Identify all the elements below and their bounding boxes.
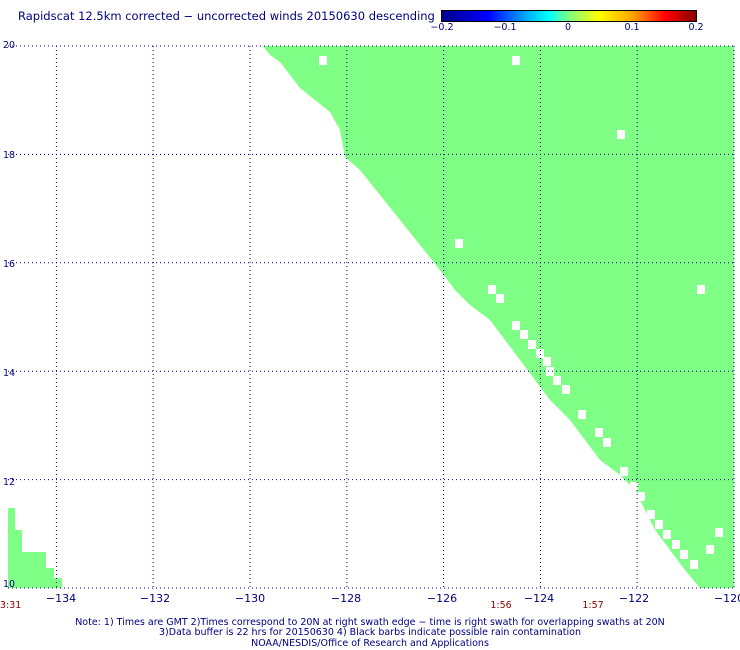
missing-cell: [630, 482, 638, 491]
time-label: 1:56: [490, 600, 512, 611]
missing-cell: [603, 438, 611, 447]
lat-label-12: 12: [3, 477, 16, 488]
missing-cell: [512, 56, 520, 65]
missing-cell: [528, 340, 536, 349]
lat-label-18: 18: [3, 150, 16, 161]
missing-cell: [455, 239, 463, 248]
time-label: 1:57: [582, 600, 604, 611]
colorbar: [441, 10, 697, 22]
lon-label: −130: [234, 592, 266, 605]
missing-cell: [637, 492, 645, 501]
missing-cell: [553, 376, 561, 385]
missing-cell: [488, 285, 496, 294]
note-line-2: 3)Data buffer is 22 hrs for 20150630 4) …: [159, 627, 581, 638]
missing-cell: [543, 357, 551, 366]
missing-cell: [562, 385, 570, 394]
lat-label-20: 20: [3, 40, 16, 51]
lon-label: −126: [426, 592, 458, 605]
colorbar-gradient: [442, 11, 696, 21]
missing-cell: [617, 130, 625, 139]
missing-cell: [496, 294, 504, 303]
colorbar-tick: 0.2: [688, 22, 704, 33]
colorbar-tick: 0: [564, 22, 572, 33]
lon-label: −128: [330, 592, 362, 605]
missing-cell: [319, 56, 327, 65]
missing-cell: [715, 528, 723, 537]
lat-label-16: 16: [3, 259, 16, 270]
missing-cell: [680, 550, 688, 559]
missing-cell: [697, 285, 705, 294]
missing-cell: [578, 410, 586, 419]
lat-label-10: 10: [3, 579, 16, 590]
swath-fill: [263, 46, 734, 588]
colorbar-tick: −0.2: [430, 22, 454, 33]
lon-label: −120: [713, 592, 740, 605]
lat-label-14: 14: [3, 368, 16, 379]
missing-cell: [655, 520, 663, 529]
missing-cell: [690, 560, 698, 569]
missing-cell: [546, 367, 554, 376]
missing-cell: [512, 321, 520, 330]
colorbar-tick: −0.1: [493, 22, 517, 33]
lon-label: −134: [45, 592, 77, 605]
time-label-left: 3:31: [0, 600, 22, 611]
missing-cell: [595, 428, 603, 437]
note-line-1: Note: 1) Times are GMT 2)Times correspon…: [75, 617, 665, 628]
missing-cell: [706, 545, 714, 554]
colorbar-tick: 0.1: [624, 22, 640, 33]
missing-cell: [536, 349, 544, 358]
missing-cell: [520, 330, 528, 339]
note-line-3: NOAA/NESDIS/Office of Research and Appli…: [251, 638, 489, 649]
swath-fill-corner: [8, 508, 62, 588]
lon-label: −122: [618, 592, 650, 605]
lon-label: −132: [139, 592, 171, 605]
missing-cell: [663, 530, 671, 539]
title: Rapidscat 12.5km corrected − uncorrected…: [18, 9, 435, 23]
missing-cell: [647, 510, 655, 519]
missing-cell: [672, 540, 680, 549]
lon-label: −124: [523, 592, 555, 605]
missing-cell: [620, 467, 628, 476]
